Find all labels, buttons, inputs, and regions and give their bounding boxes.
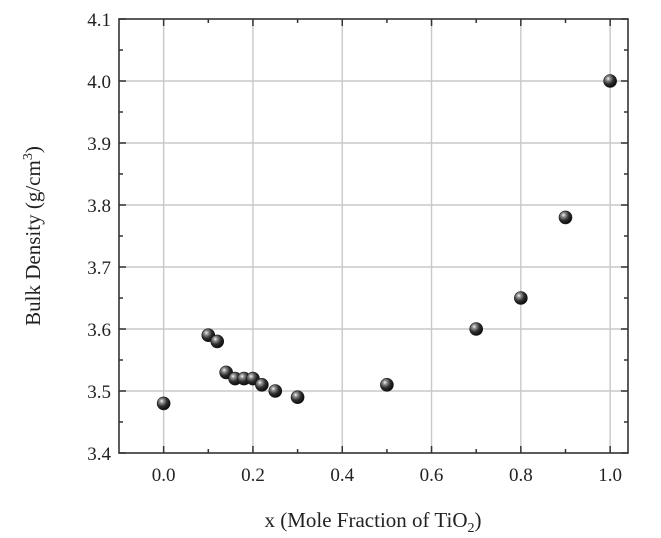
y-tick-label: 3.4 bbox=[87, 444, 111, 465]
x-tick-label: 0.4 bbox=[330, 465, 354, 486]
data-points bbox=[156, 74, 617, 411]
data-point bbox=[380, 377, 394, 392]
x-tick-label: 0.8 bbox=[509, 465, 533, 486]
y-tick-label: 3.9 bbox=[87, 134, 111, 155]
x-tick-labels: 0.0 0.2 0.4 0.6 0.8 1.0 bbox=[152, 465, 622, 486]
y-tick-label: 3.7 bbox=[87, 258, 111, 279]
y-tick-labels: 3.4 3.5 3.6 3.7 3.8 3.9 4.0 4.1 bbox=[87, 10, 111, 465]
y-axis-title: Bulk Density (g/cm3) bbox=[21, 146, 45, 326]
axis-ticks bbox=[119, 18, 628, 454]
data-point bbox=[156, 396, 171, 411]
y-tick-label: 3.5 bbox=[87, 382, 111, 403]
data-point bbox=[469, 322, 483, 336]
x-tick-label: 1.0 bbox=[598, 465, 622, 486]
x-axis-title: x (Mole Fraction of TiO2) bbox=[264, 508, 481, 536]
data-point bbox=[210, 334, 225, 349]
y-tick-label: 3.6 bbox=[87, 320, 111, 341]
x-tick-label: 0.6 bbox=[420, 465, 444, 486]
y-tick-label: 4.0 bbox=[87, 72, 111, 93]
data-point bbox=[558, 210, 573, 225]
x-tick-label: 0.0 bbox=[152, 465, 176, 486]
data-point bbox=[603, 74, 617, 88]
data-point bbox=[290, 390, 305, 405]
data-point bbox=[268, 384, 283, 398]
gridlines bbox=[119, 19, 628, 453]
plot-frame bbox=[118, 18, 629, 454]
y-tick-label: 4.1 bbox=[87, 10, 111, 31]
x-tick-label: 0.2 bbox=[241, 465, 265, 486]
data-point bbox=[255, 377, 269, 392]
y-tick-label: 3.8 bbox=[87, 196, 111, 217]
data-point bbox=[514, 291, 528, 305]
